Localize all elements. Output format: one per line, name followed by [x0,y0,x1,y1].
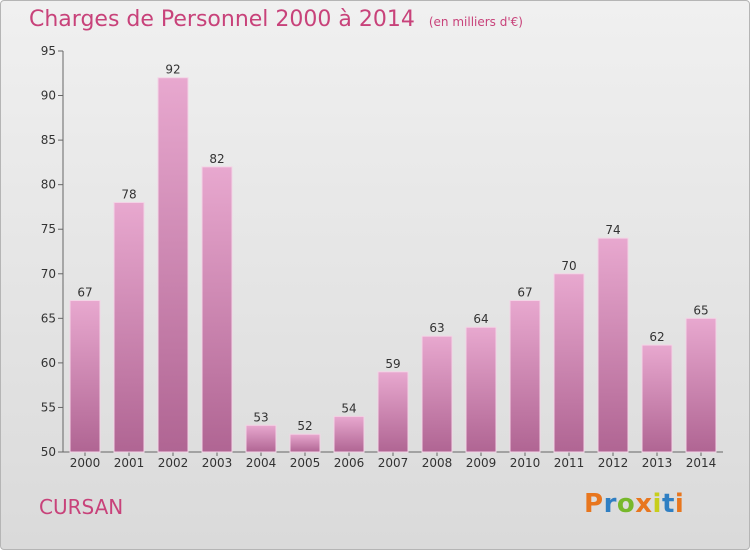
chart-subtitle: (en milliers d'€) [428,15,523,29]
data-label-2003: 82 [209,152,224,166]
data-label-2000: 67 [77,286,92,300]
bar-2012 [597,237,629,453]
logo-letter: o [616,489,636,519]
x-tick-label-2006: 2006 [334,456,365,470]
data-label-2010: 67 [517,286,532,300]
logo-letter: i [674,489,685,519]
chart-data-labels: 67 78 92 82 53 52 54 59 63 64 67 70 74 62 65 [77,63,708,433]
x-tick-label-2000: 2000 [70,456,101,470]
x-tick-label-2001: 2001 [114,456,145,470]
x-tick-label-2011: 2011 [554,456,585,470]
x-tick-label-2008: 2008 [422,456,453,470]
logo-letter: t [661,489,675,519]
y-tick-label: 75 [41,222,56,236]
bar-2005 [289,433,321,453]
chart-title-text: Charges de Personnel 2000 à 2014 [29,7,415,32]
data-label-2012: 74 [605,223,620,237]
bar-2009 [465,326,497,453]
data-label-2005: 52 [297,419,312,433]
proxiti-logo: Proxiti [584,489,684,519]
data-label-2011: 70 [561,259,576,273]
data-label-2008: 63 [429,321,444,335]
logo-letter: x [635,489,653,519]
bar-2010 [509,300,541,453]
data-label-2004: 53 [253,410,268,424]
x-tick-label-2002: 2002 [158,456,189,470]
x-tick-label-2003: 2003 [202,456,233,470]
y-tick-label: 55 [41,400,56,414]
bar-2008 [421,335,453,453]
x-tick-label-2005: 2005 [290,456,321,470]
x-tick-label-2014: 2014 [686,456,717,470]
y-tick-label: 95 [41,44,56,58]
commune-name: CURSAN [39,495,124,519]
bar-2004 [245,424,277,453]
data-label-2013: 62 [649,330,664,344]
chart-title: Charges de Personnel 2000 à 2014 (en mill… [29,7,523,32]
bar-2014 [685,317,717,453]
bar-2013 [641,344,673,453]
logo-letter: P [584,489,604,519]
y-tick-label: 50 [41,445,56,459]
y-tick-label: 70 [41,267,56,281]
data-label-2002: 92 [165,63,180,77]
data-label-2009: 64 [473,312,488,326]
x-tick-label-2010: 2010 [510,456,541,470]
x-tick-label-2004: 2004 [246,456,277,470]
x-tick-label-2012: 2012 [598,456,629,470]
bar-2007 [377,371,409,453]
bar-2000 [69,300,101,453]
logo-letter: r [603,489,617,519]
chart-bars [69,77,717,453]
bar-2001 [113,201,145,453]
bar-2011 [553,273,585,453]
data-label-2001: 78 [121,187,136,201]
x-tick-label-2009: 2009 [466,456,497,470]
data-label-2014: 65 [693,303,708,317]
y-tick-label: 80 [41,178,56,192]
x-tick-label-2007: 2007 [378,456,409,470]
bar-2002 [157,77,189,453]
x-tick-label-2013: 2013 [642,456,673,470]
y-tick-label: 90 [41,89,56,103]
y-tick-label: 85 [41,133,56,147]
data-label-2006: 54 [341,401,356,415]
bar-2003 [201,166,233,453]
y-tick-label: 65 [41,311,56,325]
chart-axes: 50 55 60 65 70 75 80 85 90 95 2000 2001 2002 2003 2004… [41,44,723,470]
bar-2006 [333,415,365,453]
y-tick-label: 60 [41,356,56,370]
data-label-2007: 59 [385,357,400,371]
logo-letter: i [652,489,662,519]
